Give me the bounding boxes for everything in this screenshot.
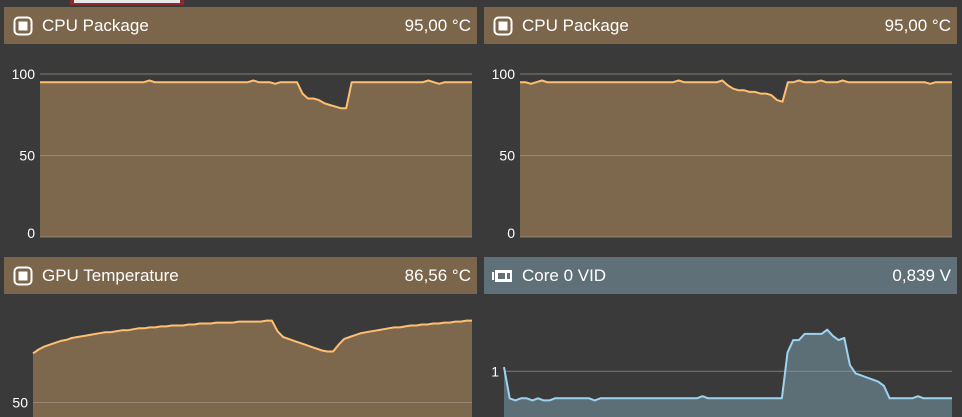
y-tick-label: 50 — [19, 148, 35, 164]
checkbox-icon[interactable] — [492, 15, 514, 37]
sensor-history-chart: 50 — [4, 311, 477, 417]
chart-series-line — [503, 328, 952, 402]
chart-svg: 100 50 0 — [12, 66, 472, 240]
chart-area-fill — [33, 320, 472, 417]
sensor-header[interactable]: GPU Temperature 86,56 °C — [4, 257, 477, 294]
chart-area-fill — [520, 80, 952, 237]
chart-series-line — [32, 319, 472, 355]
sensor-history-chart: 100 50 0 — [484, 61, 957, 240]
sensor-label: CPU Package — [42, 15, 149, 35]
sensor-value: 95,00 °C — [404, 15, 471, 35]
sensor-panel-core-0-vid: Core 0 VID 0,839 V 1 — [484, 257, 957, 417]
y-tick-label: 100 — [492, 66, 516, 82]
y-tick-label: 0 — [507, 225, 515, 240]
sensor-panel-cpu-package: CPU Package 95,00 °C 100 50 0 — [484, 7, 957, 240]
sensor-label: Core 0 VID — [522, 265, 607, 285]
sensor-value: 95,00 °C — [884, 15, 951, 35]
chart-series-line — [520, 79, 952, 103]
chart-area-fill — [40, 80, 472, 237]
active-tab-indicator[interactable] — [70, 0, 184, 5]
y-tick-label: 50 — [12, 395, 28, 411]
y-tick-label: 0 — [27, 225, 35, 240]
sensor-header[interactable]: Core 0 VID 0,839 V — [484, 257, 957, 294]
chart-svg: 100 50 0 — [492, 66, 952, 240]
sensor-label: CPU Package — [522, 15, 629, 35]
sensor-header[interactable]: CPU Package 95,00 °C — [484, 7, 957, 44]
y-tick-label: 100 — [12, 66, 36, 82]
chart-svg: 1 — [491, 328, 952, 417]
sensor-value: 0,839 V — [892, 265, 951, 285]
chart-svg: 50 — [12, 319, 472, 417]
sensor-header[interactable]: CPU Package 95,00 °C — [4, 7, 477, 44]
checkbox-icon[interactable] — [12, 265, 34, 287]
sensor-history-chart: 100 50 0 — [4, 61, 477, 240]
chart-series-line — [40, 79, 472, 110]
sensor-panel-gpu-temperature: GPU Temperature 86,56 °C 50 — [4, 257, 477, 417]
sensor-value: 86,56 °C — [404, 265, 471, 285]
chart-area-fill — [504, 329, 952, 417]
chip-icon[interactable] — [492, 265, 514, 287]
sensor-history-chart: 1 — [484, 311, 957, 417]
y-tick-label: 1 — [491, 363, 499, 379]
sensor-panel-cpu-package: CPU Package 95,00 °C 100 50 0 — [4, 7, 477, 240]
y-tick-label: 50 — [499, 148, 515, 164]
checkbox-icon[interactable] — [12, 15, 34, 37]
sensor-label: GPU Temperature — [42, 265, 179, 285]
